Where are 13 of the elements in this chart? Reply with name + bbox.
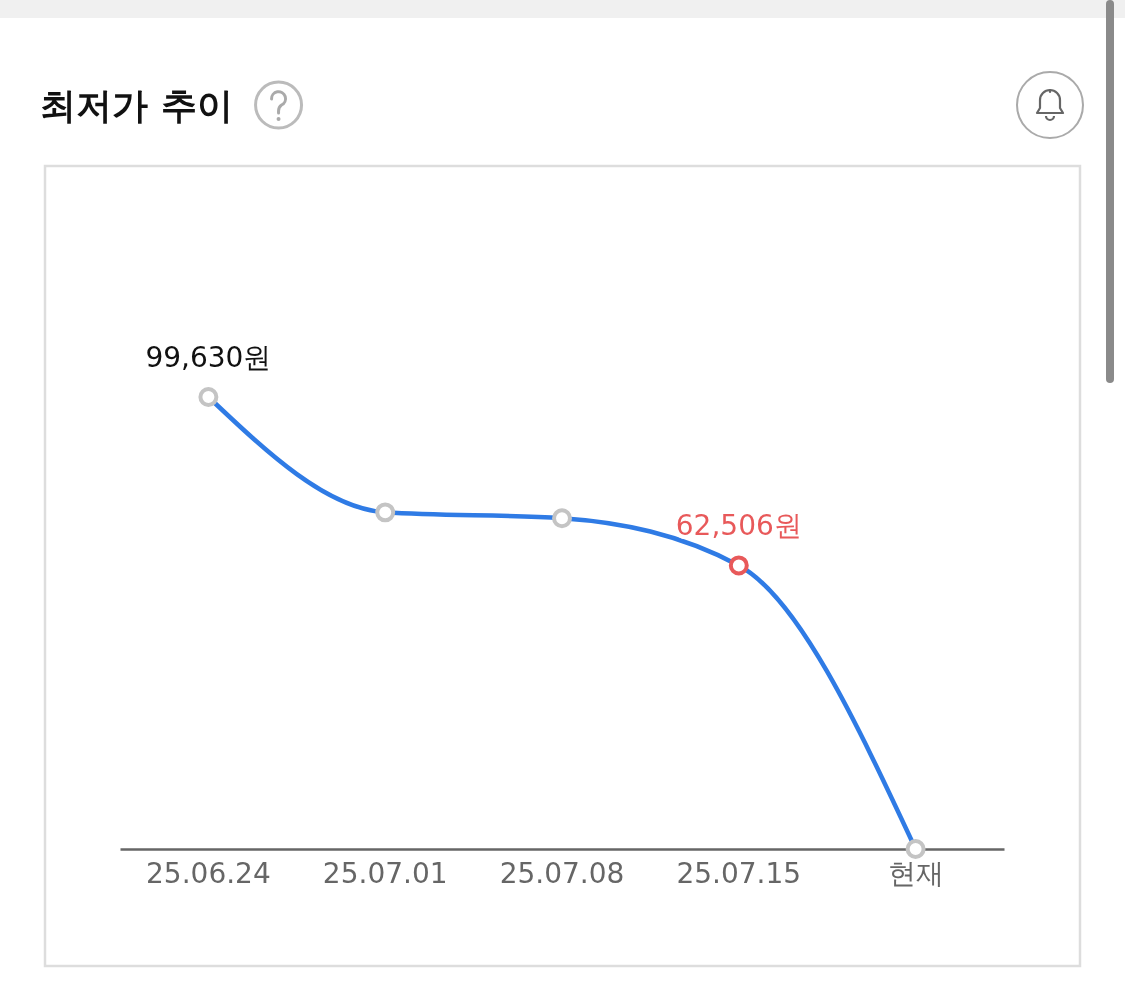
data-label: 62,506원 [675,509,802,543]
point [728,555,749,576]
x-tick-label: 25.07.15 [676,856,802,890]
point [552,508,572,529]
data-label: 99,630원 [145,341,272,374]
point [198,387,219,407]
point [375,502,396,523]
x-tick-label: 25.06.24 [146,856,271,890]
point [905,839,926,859]
x-tick-label: 현재 [887,856,944,890]
x-tick-label: 25.07.08 [499,856,625,890]
x-tick-label: 25.07.01 [322,856,448,890]
chart-title: 최저가 추이 [40,85,233,126]
